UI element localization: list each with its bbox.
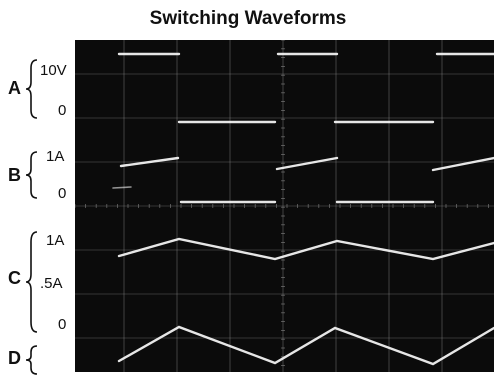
- channel-d-label: D: [8, 348, 21, 368]
- oscilloscope-screen: [74, 39, 496, 372]
- channel-c-mid-value: .5A: [40, 275, 63, 292]
- channel-b-brace: [25, 151, 38, 199]
- trace-b-ramp: [275, 156, 339, 171]
- trace-c-triangle: [117, 237, 496, 261]
- channel-b-top-value: 1A: [46, 148, 65, 165]
- trace-b-ramp: [119, 156, 180, 168]
- waveform-traces: [112, 52, 496, 366]
- oscilloscope-display: [74, 39, 496, 372]
- channel-a-bottom-value: 0: [58, 102, 67, 119]
- channel-c-brace: [25, 231, 38, 333]
- trace-b-ramp: [431, 156, 496, 172]
- channel-c-bottom-value: 0: [58, 316, 67, 333]
- trace-b-dot: [112, 186, 132, 189]
- channel-a-top-value: 10V: [40, 62, 67, 79]
- page-title: Switching Waveforms: [149, 8, 347, 29]
- channel-b-bottom-value: 0: [58, 185, 67, 202]
- channel-c-label: C: [8, 268, 21, 288]
- channel-b-label: B: [8, 165, 21, 185]
- channel-a-brace: [25, 59, 38, 119]
- channel-c-top-value: 1A: [46, 232, 65, 249]
- channel-a-label: A: [8, 78, 21, 98]
- graticule-grid: [74, 39, 494, 372]
- trace-d-wave: [117, 325, 496, 366]
- channel-d-brace: [25, 345, 38, 375]
